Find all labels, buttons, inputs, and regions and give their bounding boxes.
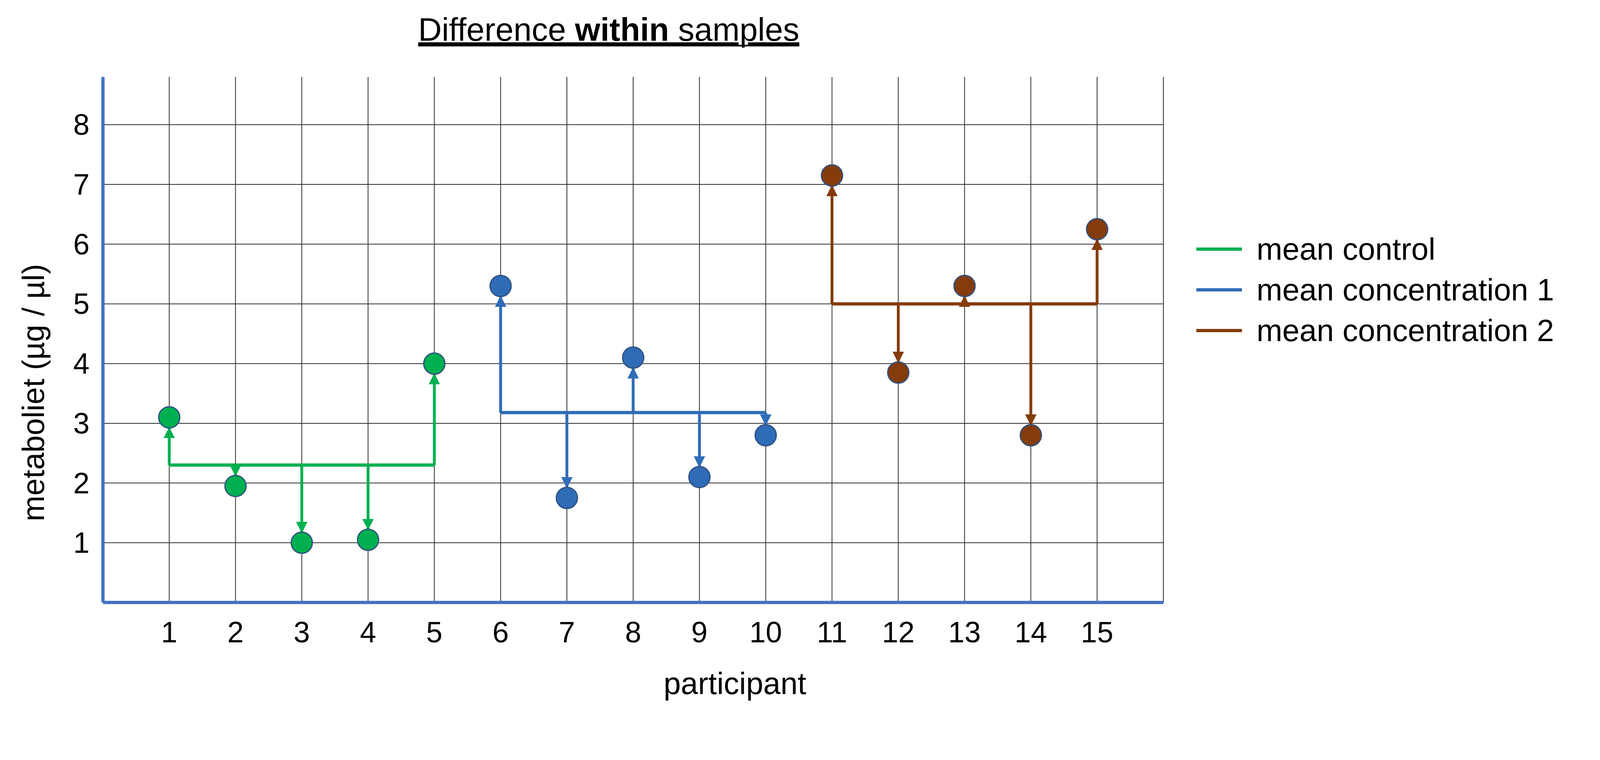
y-axis	[101, 76, 105, 603]
x-tick-label: 4	[359, 615, 376, 649]
y-tick-label: 6	[73, 227, 90, 261]
grid-line-x	[235, 76, 237, 603]
difference-arrow	[432, 373, 436, 465]
legend-swatch	[1196, 247, 1242, 251]
legend-label: mean control	[1256, 231, 1436, 267]
grid-line-x	[433, 76, 435, 603]
data-point	[225, 475, 247, 497]
difference-arrow	[233, 465, 237, 476]
difference-arrow	[1095, 239, 1099, 304]
title-part: Difference	[418, 11, 575, 48]
y-tick-label: 8	[73, 108, 90, 141]
difference-arrow	[631, 368, 635, 413]
x-tick-label: 10	[749, 615, 783, 649]
grid-line-x	[963, 76, 965, 603]
grid-line-x	[765, 76, 767, 603]
grid-line-x	[898, 76, 899, 603]
title-emphasis: within	[574, 11, 669, 48]
data-point	[357, 528, 379, 551]
x-tick-label: 13	[948, 615, 981, 649]
x-axis-label: participant	[663, 665, 807, 701]
data-point	[755, 424, 777, 446]
grid-line-x	[632, 76, 634, 603]
grid-line-x	[301, 76, 303, 603]
grid-line-x	[168, 76, 170, 603]
x-tick-label: 7	[558, 615, 575, 649]
x-tick-label: 5	[426, 615, 443, 649]
x-tick-label: 3	[293, 615, 311, 649]
y-tick-label: 7	[73, 168, 90, 201]
frame-right	[1162, 76, 1164, 603]
legend-swatch	[1196, 288, 1242, 292]
legend-swatch	[1196, 328, 1242, 333]
difference-arrow	[366, 465, 370, 529]
data-point	[158, 406, 180, 428]
plot-area	[158, 164, 1108, 554]
x-tick-label: 8	[625, 615, 642, 649]
data-point	[688, 466, 711, 488]
difference-arrow	[300, 465, 304, 533]
difference-arrow	[830, 185, 834, 304]
grid-line-x	[699, 76, 700, 603]
y-tick-label: 3	[73, 406, 90, 440]
legend-label: mean concentration 2	[1256, 312, 1555, 348]
difference-arrow	[499, 296, 503, 413]
difference-arrow	[963, 296, 967, 304]
data-point	[489, 275, 512, 297]
title: Difference within samples	[418, 11, 800, 48]
grid-line-x	[1030, 76, 1032, 603]
data-point	[887, 361, 910, 383]
x-tick-label: 15	[1080, 615, 1114, 649]
y-tick-label: 5	[73, 287, 90, 320]
x-tick-label: 11	[816, 615, 848, 649]
data-point	[622, 347, 644, 369]
y-tick-label: 4	[73, 347, 90, 380]
title-underline	[418, 44, 800, 47]
data-point	[1086, 218, 1108, 240]
grid-line-x	[367, 76, 369, 603]
x-tick-label: 2	[227, 615, 244, 649]
x-axis	[102, 600, 1164, 604]
difference-arrow	[896, 303, 900, 362]
legend-label: mean concentration 1	[1256, 272, 1555, 307]
grid-line-x	[500, 76, 501, 603]
x-tick-label: 14	[1014, 615, 1047, 649]
grid-line-x	[566, 76, 568, 603]
x-tick-label: 1	[161, 615, 178, 649]
difference-arrow	[1029, 303, 1033, 425]
y-axis-label: metaboliet (µg / µl)	[15, 263, 51, 521]
difference-arrow	[697, 412, 701, 466]
grid-line-x	[831, 76, 833, 603]
x-tick-label: 9	[691, 615, 708, 649]
data-point	[423, 352, 445, 374]
grid-line-x	[1096, 76, 1098, 603]
chart: Difference within samples123456781234567…	[0, 0, 1600, 760]
x-tick-label: 12	[881, 615, 915, 649]
data-point	[821, 164, 843, 186]
x-tick-label: 6	[492, 615, 509, 649]
difference-arrow	[565, 412, 569, 488]
title-part: samples	[668, 11, 800, 48]
data-point	[953, 275, 975, 297]
data-point	[1020, 424, 1042, 446]
y-tick-label: 1	[73, 526, 90, 559]
data-point	[291, 531, 313, 554]
y-tick-label: 2	[73, 466, 90, 500]
data-point	[556, 487, 578, 509]
difference-arrow	[764, 412, 768, 425]
difference-arrow	[167, 427, 171, 465]
